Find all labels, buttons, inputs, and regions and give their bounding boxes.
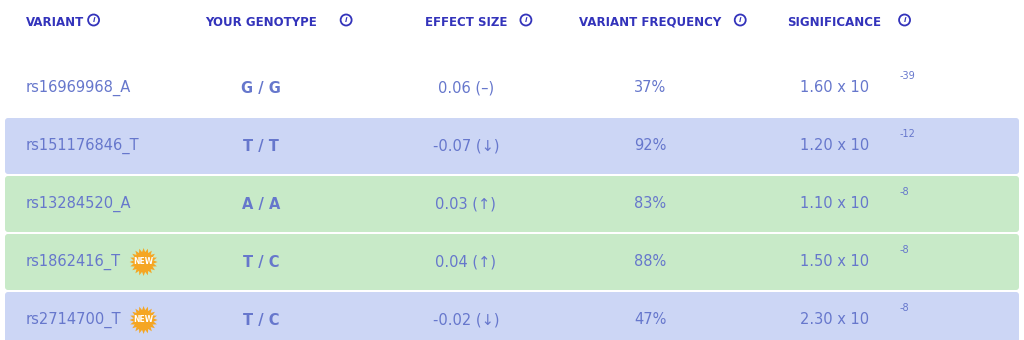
Text: -8: -8 (900, 187, 909, 197)
Text: SIGNIFICANCE: SIGNIFICANCE (787, 16, 882, 29)
Text: 1.50 x 10: 1.50 x 10 (800, 255, 869, 270)
Text: rs16969968_A: rs16969968_A (26, 80, 131, 96)
Text: -39: -39 (900, 71, 915, 81)
Text: EFFECT SIZE: EFFECT SIZE (425, 16, 507, 29)
FancyBboxPatch shape (5, 118, 1019, 174)
Text: rs2714700_T: rs2714700_T (26, 312, 121, 328)
Text: 1.60 x 10: 1.60 x 10 (800, 81, 869, 96)
Text: 37%: 37% (634, 81, 667, 96)
Text: -0.07 (↓): -0.07 (↓) (433, 138, 499, 153)
Text: 88%: 88% (634, 255, 667, 270)
FancyBboxPatch shape (5, 234, 1019, 290)
Text: i: i (524, 17, 527, 23)
Text: A / A: A / A (242, 197, 281, 211)
Text: NEW: NEW (133, 316, 154, 324)
Text: VARIANT FREQUENCY: VARIANT FREQUENCY (580, 16, 721, 29)
Polygon shape (130, 248, 158, 276)
Text: 0.03 (↑): 0.03 (↑) (435, 197, 497, 211)
Text: -8: -8 (900, 303, 909, 313)
Text: YOUR GENOTYPE: YOUR GENOTYPE (205, 16, 317, 29)
Text: 1.20 x 10: 1.20 x 10 (800, 138, 869, 153)
Text: i: i (345, 17, 347, 23)
Text: rs1862416_T: rs1862416_T (26, 254, 121, 270)
Text: i: i (92, 17, 95, 23)
Text: T / T: T / T (243, 138, 280, 153)
Text: T / C: T / C (243, 312, 280, 327)
Text: VARIANT: VARIANT (26, 16, 84, 29)
Text: -8: -8 (900, 245, 909, 255)
Text: i: i (739, 17, 741, 23)
Text: i: i (903, 17, 906, 23)
FancyBboxPatch shape (5, 176, 1019, 232)
Text: -0.02 (↓): -0.02 (↓) (433, 312, 499, 327)
Text: 0.06 (–): 0.06 (–) (438, 81, 494, 96)
Text: 0.04 (↑): 0.04 (↑) (435, 255, 497, 270)
Text: -12: -12 (900, 129, 915, 139)
Text: G / G: G / G (242, 81, 281, 96)
Text: 92%: 92% (634, 138, 667, 153)
Text: rs13284520_A: rs13284520_A (26, 196, 131, 212)
FancyBboxPatch shape (5, 292, 1019, 340)
Text: 1.10 x 10: 1.10 x 10 (800, 197, 869, 211)
Polygon shape (130, 306, 158, 334)
Text: 47%: 47% (634, 312, 667, 327)
Text: rs151176846_T: rs151176846_T (26, 138, 139, 154)
Text: T / C: T / C (243, 255, 280, 270)
Text: 2.30 x 10: 2.30 x 10 (800, 312, 869, 327)
Text: 83%: 83% (634, 197, 667, 211)
Text: NEW: NEW (133, 257, 154, 267)
